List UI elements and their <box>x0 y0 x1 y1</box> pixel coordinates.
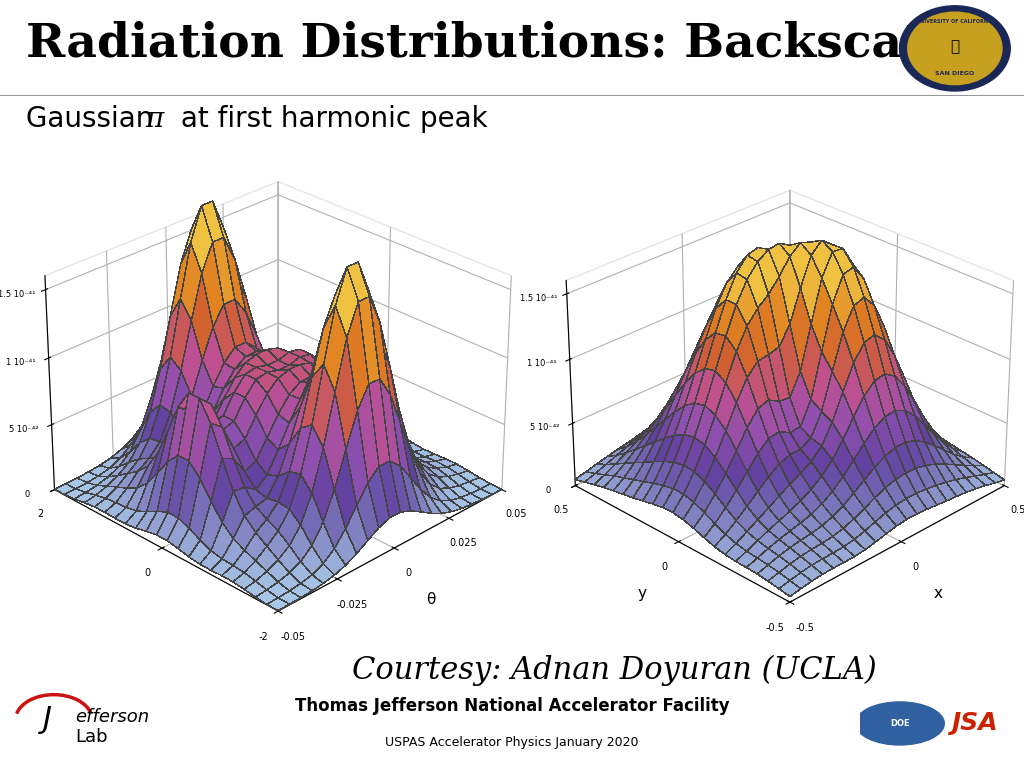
Text: 📖: 📖 <box>950 39 959 54</box>
Text: DOE: DOE <box>890 719 909 728</box>
Text: JSA: JSA <box>951 711 997 736</box>
Text: Courtesy: Adnan Doyuran (UCLA): Courtesy: Adnan Doyuran (UCLA) <box>352 654 877 686</box>
Text: Thomas Jefferson National Accelerator Facility: Thomas Jefferson National Accelerator Fa… <box>295 697 729 715</box>
Text: at first harmonic peak: at first harmonic peak <box>172 105 487 133</box>
Circle shape <box>855 702 944 745</box>
X-axis label: x: x <box>933 585 942 601</box>
Text: USPAS Accelerator Physics January 2020: USPAS Accelerator Physics January 2020 <box>385 736 639 749</box>
Text: UNIVERSITY OF CALIFORNIA: UNIVERSITY OF CALIFORNIA <box>916 18 993 24</box>
Text: Lab: Lab <box>75 728 108 746</box>
Circle shape <box>907 12 1001 84</box>
Text: SAN DIEGO: SAN DIEGO <box>935 71 975 76</box>
Text: J: J <box>43 705 52 734</box>
Text: π: π <box>145 105 164 133</box>
Circle shape <box>899 6 1011 91</box>
Y-axis label: y: y <box>638 585 646 601</box>
X-axis label: θ: θ <box>426 592 435 607</box>
Text: Radiation Distributions: Backscatter: Radiation Distributions: Backscatter <box>26 20 1000 66</box>
Text: Gaussian: Gaussian <box>26 105 162 133</box>
Text: efferson: efferson <box>75 708 148 727</box>
